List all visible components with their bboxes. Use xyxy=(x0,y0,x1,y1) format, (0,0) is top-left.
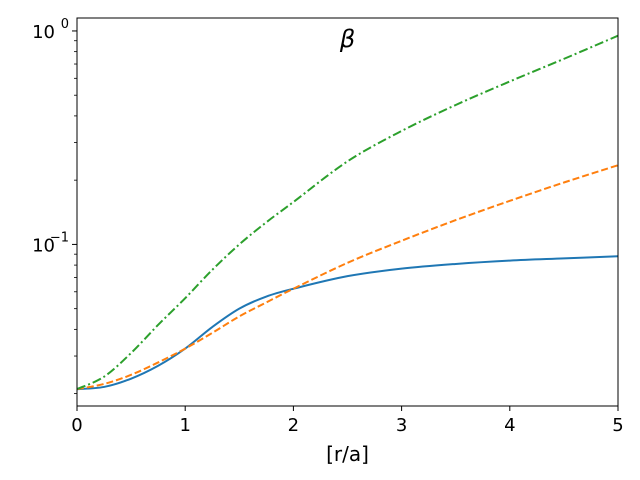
x-axis: 0 1 2 3 4 5 xyxy=(71,406,624,436)
y-tick-label: 10 xyxy=(32,235,55,256)
x-axis-label: [r/a] xyxy=(326,442,369,466)
x-tick-label: 3 xyxy=(396,415,407,436)
series-line-2 xyxy=(76,164,619,391)
y-tick-label-exponent: 0 xyxy=(61,17,69,32)
y-tick-label: 10 xyxy=(32,22,55,43)
x-tick-label: 2 xyxy=(288,415,299,436)
y-axis: 10−110 0 xyxy=(32,17,77,395)
y-tick-label-exponent: −1 xyxy=(50,230,69,245)
x-tick-label: 4 xyxy=(504,415,515,436)
series-layer xyxy=(76,34,619,391)
x-tick-label: 1 xyxy=(179,415,190,436)
chart-title: β xyxy=(339,25,355,53)
y-tick-label-base: 10 xyxy=(32,22,55,43)
y-tick-label-base: 10 xyxy=(32,235,55,256)
x-tick-label: 5 xyxy=(612,415,623,436)
series-line-1 xyxy=(76,255,619,391)
x-tick-label: 0 xyxy=(71,415,82,436)
series-line-3 xyxy=(76,34,619,391)
plot-frame xyxy=(76,17,619,407)
